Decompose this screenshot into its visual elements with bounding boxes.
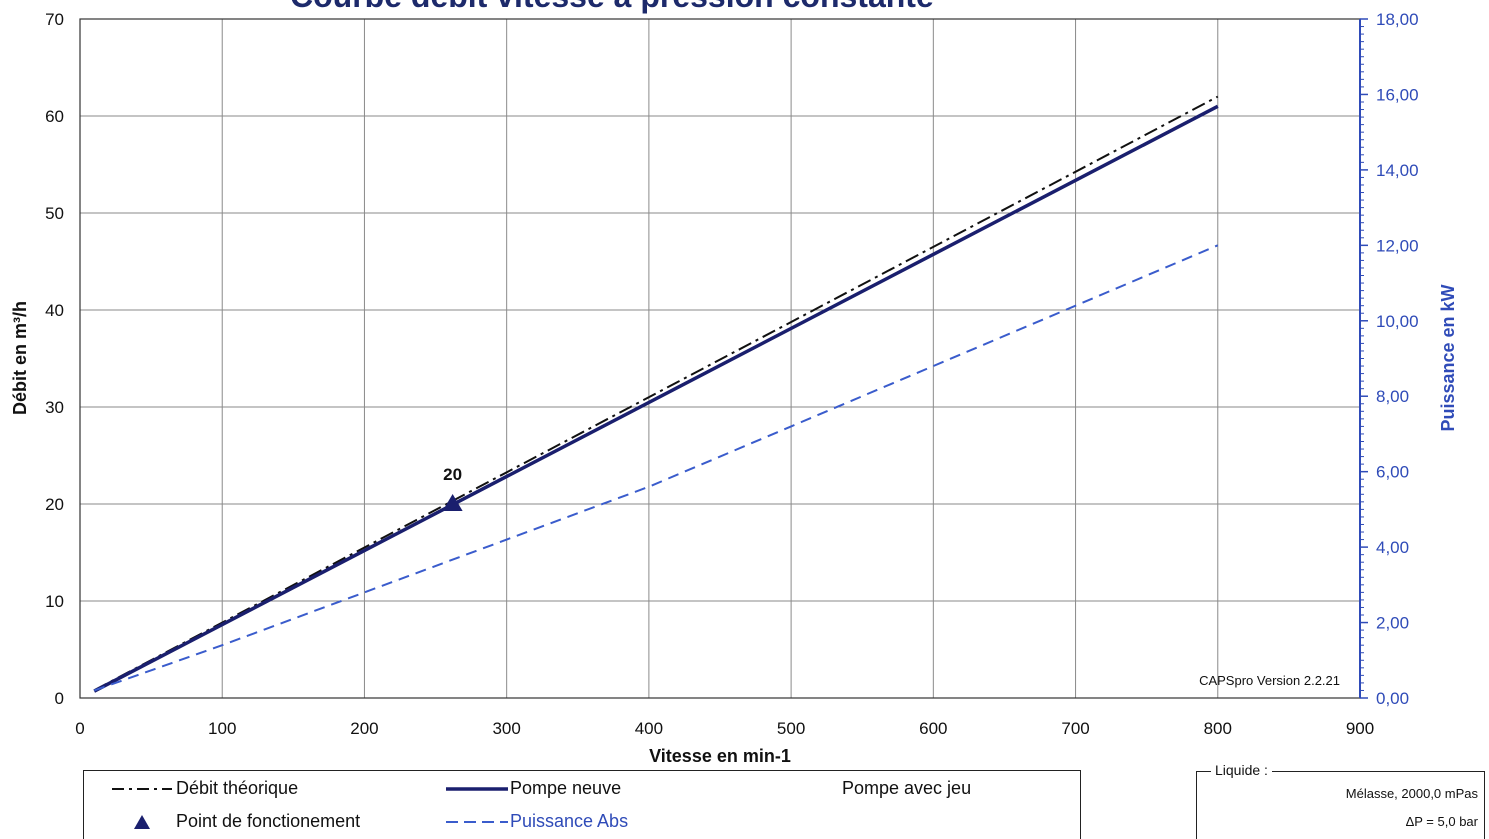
- right-tick-label: 10,00: [1376, 312, 1419, 331]
- series-line-puissance-abs: [93, 244, 1219, 692]
- left-tick-label: 10: [45, 592, 64, 611]
- liquid-title: Liquide :: [1211, 762, 1272, 778]
- x-tick-label: 100: [208, 719, 236, 738]
- legend-label-pompe-avec-jeu: Pompe avec jeu: [842, 778, 972, 798]
- liquid-info-box: Liquide : Mélasse, 2000,0 mPas ΔP = 5,0 …: [1196, 762, 1485, 839]
- legend-swatch-debit-theorique: [112, 788, 172, 790]
- right-tick-label: 6,00: [1376, 463, 1409, 482]
- right-tick-label: 12,00: [1376, 236, 1419, 255]
- x-tick-label: 0: [75, 719, 84, 738]
- legend-label-pompe-neuve: Pompe neuve: [510, 778, 622, 798]
- tick-labels: 0,00 2,00 4,00 6,00 8,00 10,00 12,00 14,00 16,00…: [45, 10, 1418, 738]
- right-tick-label: 2,00: [1376, 614, 1409, 633]
- x-tick-label: 500: [777, 719, 805, 738]
- operating-point-label: 20: [443, 465, 462, 484]
- y-right-axis-label: Puissance en kW: [1438, 284, 1458, 431]
- legend: Débit théorique Pompe neuve Pompe avec j…: [83, 770, 1081, 839]
- y-left-axis-label: Débit en m³/h: [10, 301, 30, 415]
- version-annotation: CAPSpro Version 2.2.21: [1199, 673, 1340, 688]
- right-tick-label: 0,00: [1376, 689, 1409, 708]
- chart-title: Courbe débit vitesse à pression constant…: [290, 0, 934, 15]
- legend-swatch-pompe-neuve: [446, 787, 508, 791]
- series-line-d-bit-th-orique: [93, 95, 1219, 692]
- right-tick-label: 14,00: [1376, 161, 1419, 180]
- left-tick-label: 50: [45, 204, 64, 223]
- x-tick-label: 700: [1061, 719, 1089, 738]
- left-tick-label: 30: [45, 398, 64, 417]
- left-tick-label: 0: [55, 689, 64, 708]
- x-tick-label: 900: [1346, 719, 1374, 738]
- legend-swatch-puissance-abs: [446, 821, 508, 823]
- legend-swatch-point: [134, 815, 150, 829]
- series-line-pompe-neuve: [93, 104, 1219, 693]
- legend-label-point-de-fonctionement: Point de fonctionement: [176, 811, 361, 831]
- right-tick-label: 18,00: [1376, 10, 1419, 29]
- left-tick-label: 40: [45, 301, 64, 320]
- x-tick-label: 800: [1204, 719, 1232, 738]
- series-layer: 20: [93, 95, 1219, 693]
- axes: [79, 18, 1368, 699]
- legend-label-puissance-abs: Puissance Abs: [510, 811, 629, 831]
- operating-point-marker: [442, 494, 463, 511]
- x-tick-label: 200: [350, 719, 378, 738]
- right-tick-label: 16,00: [1376, 85, 1419, 104]
- x-tick-label: 400: [635, 719, 663, 738]
- x-tick-label: 600: [919, 719, 947, 738]
- right-tick-label: 8,00: [1376, 387, 1409, 406]
- liquid-fluid: Mélasse, 2000,0 mPas: [1345, 786, 1478, 801]
- right-tick-label: 4,00: [1376, 538, 1409, 557]
- liquid-pressure: ΔP = 5,0 bar: [1405, 814, 1478, 829]
- legend-label-debit-theorique: Débit théorique: [176, 778, 299, 798]
- x-axis-label: Vitesse en min-1: [649, 746, 791, 766]
- x-tick-label: 300: [492, 719, 520, 738]
- left-tick-label: 70: [45, 10, 64, 29]
- chart-svg: 20 0,00 2,00 4,00 6,00 8,00 10,00 12,00 14,00 16…: [10, 10, 1458, 766]
- left-tick-label: 60: [45, 107, 64, 126]
- left-tick-label: 20: [45, 495, 64, 514]
